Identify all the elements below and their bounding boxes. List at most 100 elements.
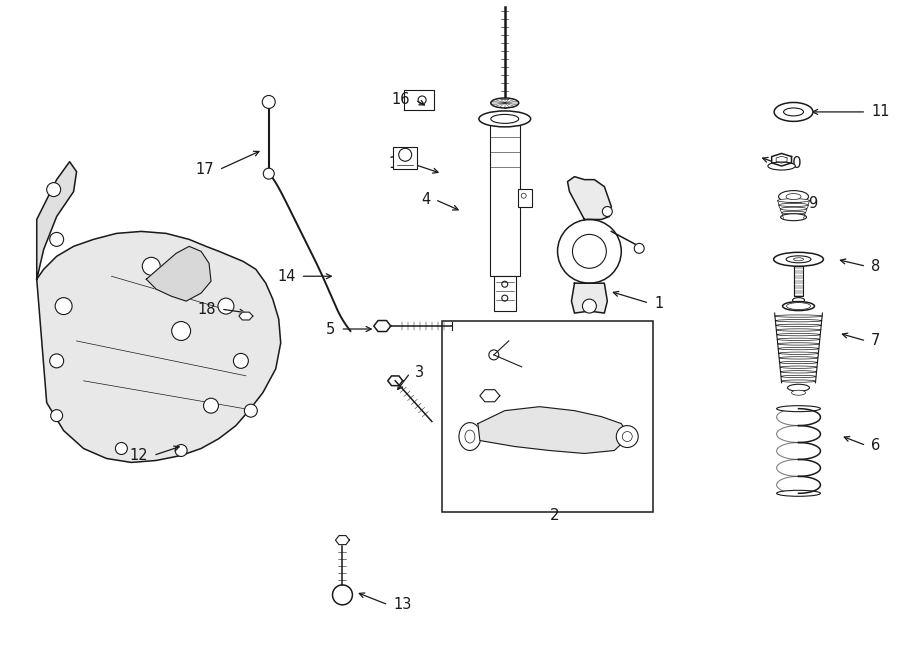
Polygon shape (478, 407, 629, 453)
Ellipse shape (777, 406, 821, 412)
Polygon shape (37, 231, 281, 463)
Text: 12: 12 (130, 448, 148, 463)
Bar (518, 188, 532, 206)
Circle shape (218, 298, 234, 314)
Ellipse shape (781, 375, 816, 377)
Ellipse shape (778, 348, 819, 350)
Ellipse shape (776, 324, 822, 327)
Circle shape (233, 354, 248, 368)
Ellipse shape (777, 490, 821, 496)
Ellipse shape (778, 352, 818, 354)
Text: 6: 6 (871, 438, 880, 453)
Text: 4: 4 (421, 192, 430, 207)
Ellipse shape (779, 357, 818, 359)
Text: 10: 10 (784, 156, 802, 171)
Circle shape (50, 233, 64, 247)
Circle shape (502, 295, 508, 301)
Bar (794, 266, 803, 296)
Ellipse shape (774, 102, 813, 122)
Bar (442, 321, 653, 512)
Bar (393, 147, 417, 169)
Text: 9: 9 (808, 196, 818, 211)
Bar (494, 276, 516, 311)
Circle shape (47, 182, 60, 196)
Ellipse shape (792, 390, 806, 395)
Text: 13: 13 (393, 598, 411, 612)
Ellipse shape (786, 194, 801, 200)
Ellipse shape (779, 362, 817, 364)
Text: 5: 5 (326, 321, 336, 336)
Ellipse shape (459, 422, 481, 451)
Circle shape (172, 321, 191, 340)
Ellipse shape (775, 315, 823, 317)
Circle shape (203, 398, 219, 413)
Circle shape (602, 206, 612, 217)
Polygon shape (568, 176, 611, 219)
Polygon shape (336, 535, 349, 545)
Ellipse shape (774, 253, 824, 266)
Polygon shape (37, 162, 76, 279)
Ellipse shape (778, 199, 809, 202)
Ellipse shape (783, 215, 805, 217)
Circle shape (264, 168, 274, 179)
Ellipse shape (784, 108, 804, 116)
Text: 8: 8 (871, 258, 880, 274)
Ellipse shape (780, 366, 817, 368)
Ellipse shape (777, 338, 820, 340)
Circle shape (142, 257, 160, 275)
Bar (490, 125, 519, 276)
Circle shape (245, 404, 257, 417)
Text: 16: 16 (392, 93, 410, 108)
Ellipse shape (780, 207, 807, 210)
Circle shape (55, 297, 72, 315)
Ellipse shape (775, 319, 822, 322)
Ellipse shape (491, 98, 518, 108)
Polygon shape (771, 153, 791, 166)
Ellipse shape (783, 301, 814, 311)
Circle shape (50, 354, 64, 368)
Text: 1: 1 (654, 295, 663, 311)
Circle shape (176, 444, 187, 457)
Circle shape (50, 410, 63, 422)
Circle shape (616, 426, 638, 447)
Text: 17: 17 (195, 162, 214, 177)
Ellipse shape (778, 204, 808, 206)
Ellipse shape (491, 114, 518, 124)
Ellipse shape (788, 384, 809, 391)
Ellipse shape (778, 343, 819, 345)
Ellipse shape (776, 329, 821, 331)
Polygon shape (388, 376, 402, 385)
Circle shape (582, 299, 597, 313)
Circle shape (332, 585, 353, 605)
Ellipse shape (786, 256, 811, 263)
Text: 11: 11 (871, 104, 890, 120)
Circle shape (262, 95, 275, 108)
Polygon shape (480, 390, 500, 402)
Ellipse shape (479, 111, 531, 127)
Circle shape (115, 442, 128, 455)
Polygon shape (374, 321, 391, 332)
Text: 14: 14 (277, 269, 296, 284)
Ellipse shape (793, 297, 805, 303)
Ellipse shape (780, 214, 806, 221)
Circle shape (557, 219, 621, 283)
Ellipse shape (781, 212, 806, 214)
Ellipse shape (778, 190, 808, 202)
Circle shape (502, 281, 508, 287)
Ellipse shape (768, 162, 796, 170)
Text: 7: 7 (871, 333, 880, 348)
Polygon shape (238, 312, 253, 320)
Text: 18: 18 (197, 301, 216, 317)
Text: 3: 3 (415, 366, 424, 380)
Polygon shape (572, 283, 608, 313)
Ellipse shape (780, 371, 816, 373)
Ellipse shape (781, 380, 815, 382)
Text: 15: 15 (389, 156, 407, 171)
Text: 2: 2 (550, 508, 560, 524)
Ellipse shape (465, 430, 475, 443)
Circle shape (521, 193, 526, 198)
Ellipse shape (777, 334, 821, 336)
Polygon shape (147, 247, 211, 301)
Circle shape (634, 243, 644, 253)
Circle shape (572, 235, 607, 268)
